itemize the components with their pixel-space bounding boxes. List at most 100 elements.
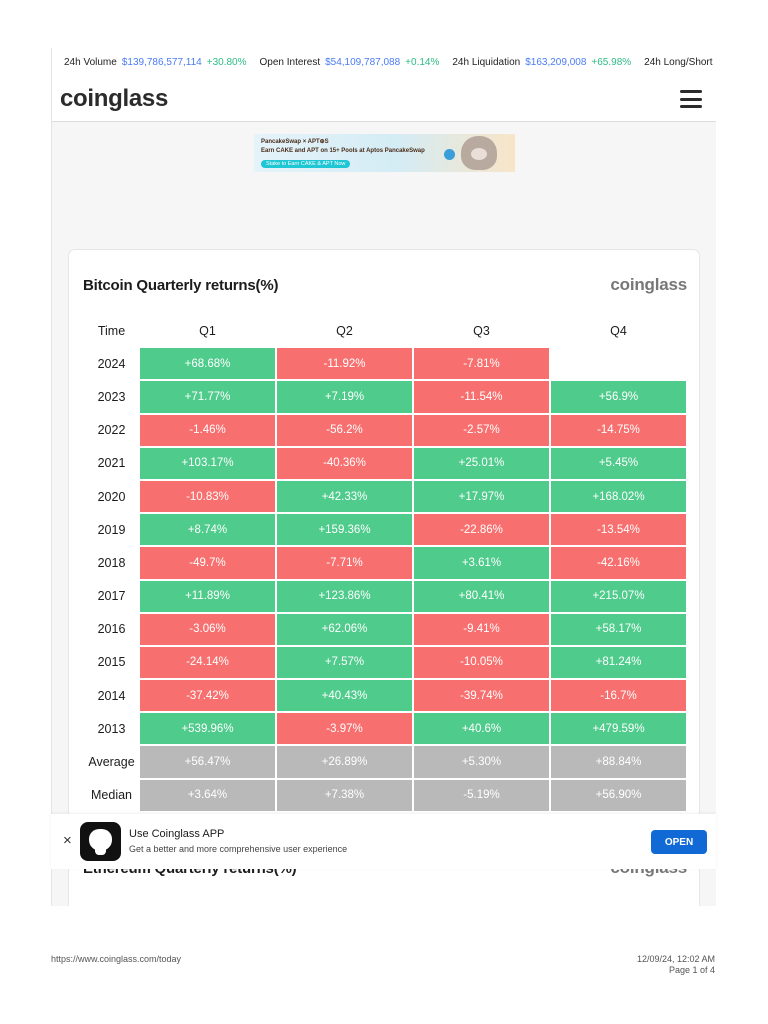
bitcoin-quarterly-returns-card: Bitcoin Quarterly returns(%) coinglass T… [68,249,700,819]
market-ticker: 24h Volume $139,786,577,114 +30.80% Open… [52,48,716,77]
site-header: coinglass [52,77,716,122]
close-icon[interactable]: × [63,832,72,849]
return-cell: -40.36% [277,447,412,479]
return-cell: +81.24% [551,646,686,679]
quarter-column-header: Q2 [336,323,353,338]
ticker-liquidation[interactable]: 24h Liquidation $163,209,008 +65.98% [452,57,631,68]
quarter-column-header: Q3 [473,323,490,338]
card-title: Bitcoin Quarterly returns(%) [83,277,279,294]
row-label: 2020 [97,489,126,504]
table-row: 2013 +539.96% -3.97% +40.6% +479.59% [85,713,686,745]
return-cell [551,348,686,380]
return-cell: -14.75% [551,414,686,446]
ticker-label: Open Interest [259,57,321,68]
return-cell: +215.07% [551,580,686,612]
return-cell: +68.68% [140,348,275,380]
return-cell: +8.74% [140,514,275,546]
ad-text: Earn CAKE and APT on 15+ Pools at Aptos … [261,148,425,154]
summary-row: Average +56.47% +26.89% +5.30% +88.84% [85,746,686,778]
app-install-banner: × Use Coinglass APP Get a better and mor… [51,814,716,869]
row-label: 2018 [97,555,126,570]
return-cell: +40.43% [277,680,412,712]
return-cell: +103.17% [140,447,275,479]
return-cell: +25.01% [414,447,549,479]
return-cell: +40.6% [414,713,549,745]
return-cell: -56.2% [277,414,412,446]
return-cell: +62.06% [277,613,412,645]
table-row: 2022 -1.46% -56.2% -2.57% -14.75% [85,414,686,446]
return-cell: +17.97% [414,480,549,513]
return-cell: +7.38% [277,779,412,811]
return-cell: +71.77% [140,381,275,413]
coinglass-logo[interactable]: coinglass [60,85,169,112]
print-footer-page-number: Page 1 of 4 [668,965,715,975]
return-cell: +3.61% [414,547,549,579]
table-row: 2014 -37.42% +40.43% -39.74% -16.7% [85,680,686,712]
return-cell: +56.90% [551,779,686,811]
return-cell: -11.54% [414,381,549,413]
bunny-mascot-icon [461,136,497,170]
table-row: 2016 -3.06% +62.06% -9.41% +58.17% [85,613,686,645]
return-cell: -5.19% [414,779,549,811]
row-label: 2016 [97,622,126,637]
return-cell: +168.02% [551,480,686,513]
ticker-volume[interactable]: 24h Volume $139,786,577,114 +30.80% [64,57,247,68]
row-label: 2021 [97,456,126,471]
return-cell: -16.7% [551,680,686,712]
return-cell: -22.86% [414,514,549,546]
return-cell: -7.81% [414,348,549,380]
return-cell: -49.7% [140,547,275,579]
row-label: 2014 [97,688,126,703]
return-cell: +123.86% [277,580,412,612]
app-banner-title: Use Coinglass APP [129,828,225,840]
ticker-change: +30.80% [206,57,247,68]
row-label: 2015 [97,655,126,670]
quarterly-returns-table: Time Q1 Q2 Q3 Q4 2024 +68.68% -11.92% -7.81% 2023… [83,313,688,813]
return-cell: -11.92% [277,348,412,380]
row-label: 2022 [97,423,126,438]
ticker-label: 24h Liquidation [452,57,521,68]
open-app-button[interactable]: OPEN [651,830,707,854]
return-cell: -24.14% [140,646,275,679]
ticker-value: $139,786,577,114 [121,57,202,68]
pancakeswap-ad-banner[interactable]: PancakeSwap × APT⊕S Earn CAKE and APT on… [254,134,515,172]
row-label: 2024 [97,356,126,371]
table-row: 2018 -49.7% -7.71% +3.61% -42.16% [85,547,686,579]
return-cell: +11.89% [140,580,275,612]
app-banner-subtitle: Get a better and more comprehensive user… [129,844,348,854]
main-content: PancakeSwap × APT⊕S Earn CAKE and APT on… [52,122,716,906]
return-cell: +7.57% [277,646,412,679]
ticker-label: 24h Volume [64,57,117,68]
return-cell: -37.42% [140,680,275,712]
return-cell: +56.9% [551,381,686,413]
table-row: 2017 +11.89% +123.86% +80.41% +215.07% [85,580,686,612]
row-label: 2013 [97,721,126,736]
return-cell: -2.57% [414,414,549,446]
table-row: 2023 +71.77% +7.19% -11.54% +56.9% [85,381,686,413]
return-cell: +479.59% [551,713,686,745]
return-cell: +159.36% [277,514,412,546]
ad-cta-button[interactable]: Stake to Earn CAKE & APT Now [261,160,351,168]
return-cell: +26.89% [277,746,412,778]
return-cell: +80.41% [414,580,549,612]
ticker-open-interest[interactable]: Open Interest $54,109,787,088 +0.14% [260,57,440,68]
return-cell: -13.54% [551,514,686,546]
ticker-long-short[interactable]: 24h Long/Short [644,57,712,68]
coin-icon [444,149,455,160]
print-footer-datetime: 12/09/24, 12:02 AM [636,954,715,964]
return-cell: -1.46% [140,414,275,446]
table-header-row: Time Q1 Q2 Q3 Q4 [85,315,686,346]
print-footer-url: https://www.coinglass.com/today [51,954,182,964]
return-cell: -9.41% [414,613,549,645]
quarter-column-header: Q4 [610,323,627,338]
return-cell: +5.45% [551,447,686,479]
row-label: Average [88,755,135,770]
quarter-column-header: Q1 [199,323,216,338]
table-row: 2024 +68.68% -11.92% -7.81% [85,348,686,380]
return-cell: -42.16% [551,547,686,579]
row-label: 2019 [97,522,126,537]
time-column-header: Time [97,323,126,338]
return-cell: -3.97% [277,713,412,745]
return-cell: +539.96% [140,713,275,745]
hamburger-menu-icon[interactable] [680,90,702,108]
